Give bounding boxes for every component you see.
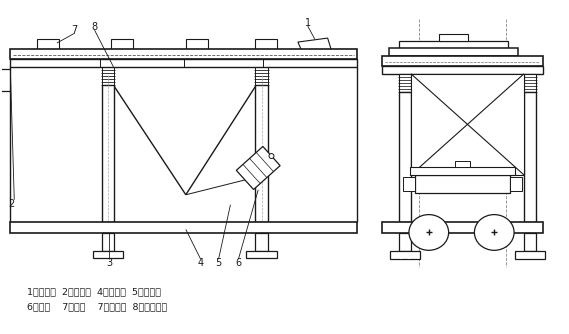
Bar — [399, 233, 411, 251]
Bar — [112, 39, 133, 49]
Bar — [255, 67, 268, 85]
Bar — [410, 167, 515, 175]
Bar — [382, 66, 543, 74]
Bar — [101, 233, 114, 251]
Text: 6、电机    7、支架    7、筛上盖  8、隔振弹簧: 6、电机 7、支架 7、筛上盖 8、隔振弹簧 — [27, 302, 167, 311]
Bar — [382, 221, 543, 233]
Text: 8: 8 — [92, 22, 98, 32]
Bar — [186, 39, 208, 49]
Bar — [382, 56, 543, 66]
Bar — [403, 177, 415, 191]
Bar — [510, 177, 522, 191]
Bar — [255, 233, 268, 251]
Bar — [399, 92, 411, 221]
Bar — [390, 251, 420, 259]
Bar — [524, 92, 536, 221]
Bar — [10, 59, 357, 67]
Bar — [10, 49, 357, 59]
Bar — [455, 161, 471, 167]
Ellipse shape — [475, 215, 514, 250]
Bar — [246, 251, 277, 258]
Text: 5: 5 — [216, 258, 222, 268]
Text: 2: 2 — [8, 199, 14, 209]
Bar — [415, 175, 510, 193]
Bar — [255, 85, 268, 221]
Bar — [399, 74, 411, 92]
Text: 6: 6 — [236, 258, 241, 268]
Bar — [524, 233, 536, 251]
Text: 1、进料口  2、出料口  4、筛架体  5、电机架: 1、进料口 2、出料口 4、筛架体 5、电机架 — [27, 288, 161, 297]
Text: 7: 7 — [72, 25, 78, 35]
Bar — [255, 39, 277, 49]
Bar — [399, 41, 508, 48]
Text: 1: 1 — [305, 18, 311, 28]
Text: 3: 3 — [106, 258, 113, 268]
Ellipse shape — [269, 154, 274, 159]
Bar — [101, 67, 114, 85]
Text: 4: 4 — [197, 258, 204, 268]
Bar — [515, 251, 545, 259]
Bar — [37, 39, 59, 49]
Polygon shape — [298, 38, 332, 51]
Bar — [389, 48, 518, 56]
Bar — [439, 34, 468, 41]
Bar — [411, 74, 524, 175]
Bar — [101, 85, 114, 221]
Polygon shape — [236, 147, 280, 189]
Ellipse shape — [409, 215, 448, 250]
Bar — [524, 74, 536, 92]
Bar — [93, 251, 123, 258]
Bar — [10, 221, 357, 233]
